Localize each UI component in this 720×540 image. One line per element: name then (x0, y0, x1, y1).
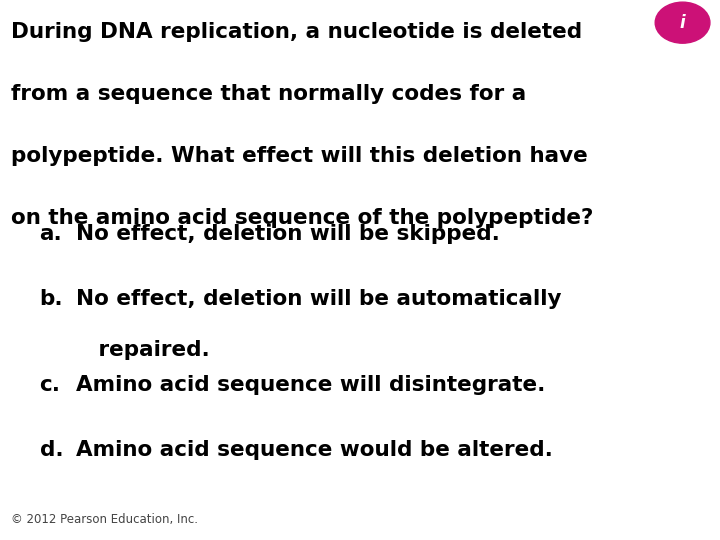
Text: on the amino acid sequence of the polypeptide?: on the amino acid sequence of the polype… (11, 208, 593, 228)
Text: d.: d. (40, 440, 63, 460)
Text: i: i (680, 14, 685, 32)
Text: a.: a. (40, 224, 63, 244)
Text: No effect, deletion will be skipped.: No effect, deletion will be skipped. (76, 224, 500, 244)
Text: © 2012 Pearson Education, Inc.: © 2012 Pearson Education, Inc. (11, 514, 198, 526)
Text: from a sequence that normally codes for a: from a sequence that normally codes for … (11, 84, 526, 104)
Text: Amino acid sequence will disintegrate.: Amino acid sequence will disintegrate. (76, 375, 545, 395)
Circle shape (655, 2, 710, 43)
Text: No effect, deletion will be automatically: No effect, deletion will be automaticall… (76, 289, 561, 309)
Text: Amino acid sequence would be altered.: Amino acid sequence would be altered. (76, 440, 552, 460)
Text: During DNA replication, a nucleotide is deleted: During DNA replication, a nucleotide is … (11, 22, 582, 42)
Text: c.: c. (40, 375, 60, 395)
Text: repaired.: repaired. (76, 340, 210, 360)
Text: b.: b. (40, 289, 63, 309)
Text: polypeptide. What effect will this deletion have: polypeptide. What effect will this delet… (11, 146, 588, 166)
